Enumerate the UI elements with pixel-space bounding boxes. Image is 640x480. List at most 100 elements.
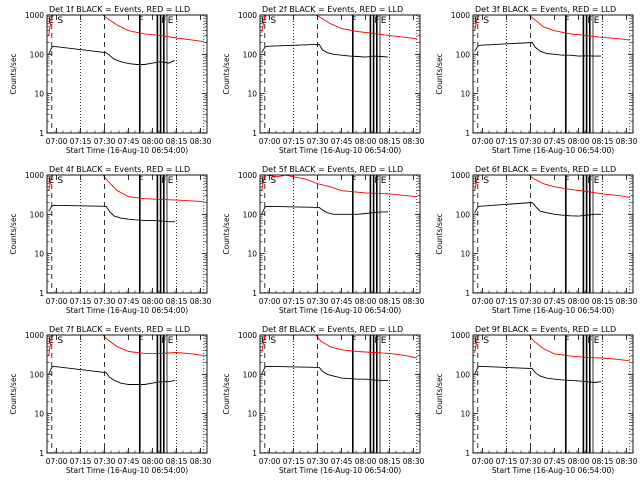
x-tick-label: 08:15 <box>379 137 401 146</box>
x-tick-label: 08:15 <box>166 457 188 466</box>
y-tick-label: 10 <box>247 90 257 99</box>
marker-label: E <box>168 336 174 346</box>
x-tick-label: 07:30 <box>94 137 116 146</box>
marker-label: E <box>594 176 600 186</box>
y-tick-label: 10 <box>247 250 257 259</box>
x-tick-label: 08:15 <box>379 457 401 466</box>
x-tick-label: 08:00 <box>568 297 590 306</box>
y-axis-label: Counts/sec <box>435 53 444 94</box>
marker-label: F <box>564 176 569 186</box>
lld-series-line <box>261 15 417 40</box>
y-tick-label: 1000 <box>238 11 257 20</box>
plot-frame <box>46 174 208 294</box>
marker-label: F <box>138 16 143 26</box>
marker-label: F <box>138 176 143 186</box>
x-tick-label: 07:45 <box>118 297 140 306</box>
x-tick-label: 08:15 <box>592 457 614 466</box>
y-tick-label: 10 <box>34 90 44 99</box>
events-series-line <box>48 365 176 385</box>
x-tick-label: 07:15 <box>70 137 92 146</box>
x-tick-label: 07:45 <box>544 297 566 306</box>
y-tick-label: 1000 <box>451 11 470 20</box>
x-tick-label: 07:30 <box>94 457 116 466</box>
marker-label: F <box>587 176 592 186</box>
events-series-line <box>261 205 388 215</box>
x-tick-label: 08:00 <box>355 457 377 466</box>
y-tick-label: 100 <box>243 210 258 219</box>
marker-label: F <box>161 336 166 346</box>
x-tick-label: 07:30 <box>307 457 329 466</box>
x-tick-label: 07:30 <box>520 297 542 306</box>
marker-label: E <box>381 16 387 26</box>
x-tick-label: 08:00 <box>142 297 164 306</box>
x-tick-label: 07:45 <box>331 297 353 306</box>
marker-label: F <box>374 176 379 186</box>
x-axis-label: Start Time (16-Aug-10 06:54:00) <box>279 466 401 475</box>
y-tick-label: 1 <box>39 129 44 138</box>
y-tick-label: 10 <box>34 410 44 419</box>
events-series-line <box>261 43 389 58</box>
x-axis-label: Start Time (16-Aug-10 06:54:00) <box>492 466 614 475</box>
marker-label: F <box>351 176 356 186</box>
y-axis-label: Counts/sec <box>9 213 18 254</box>
y-tick-label: 100 <box>243 50 258 59</box>
x-tick-label: 08:15 <box>166 297 188 306</box>
plot-frame <box>259 174 421 294</box>
lld-series-line <box>474 15 630 41</box>
lld-series-line <box>48 15 204 43</box>
x-tick-label: 07:45 <box>544 457 566 466</box>
y-axis-label: Counts/sec <box>222 213 231 254</box>
x-tick-label: 08:00 <box>355 297 377 306</box>
plot-frame <box>472 14 634 134</box>
marker-label: E <box>48 176 54 186</box>
x-tick-label: 07:15 <box>70 457 92 466</box>
marker-label: F <box>161 16 166 26</box>
x-tick-label: 07:45 <box>544 137 566 146</box>
x-tick-label: 08:15 <box>379 297 401 306</box>
marker-label: E <box>381 336 387 346</box>
marker-label: S <box>270 16 276 26</box>
x-axis-label: Start Time (16-Aug-10 06:54:00) <box>492 146 614 155</box>
y-axis-label: Counts/sec <box>9 53 18 94</box>
plot-frame <box>259 14 421 134</box>
marker-label: S <box>483 16 489 26</box>
lld-series-line <box>261 335 417 359</box>
x-tick-label: 07:30 <box>307 297 329 306</box>
marker-label: E <box>261 176 267 186</box>
marker-label: F <box>374 336 379 346</box>
lld-series-line <box>48 175 204 203</box>
x-axis-label: Start Time (16-Aug-10 06:54:00) <box>66 466 188 475</box>
x-tick-label: 07:00 <box>472 137 494 146</box>
x-tick-label: 07:45 <box>118 457 140 466</box>
x-tick-label: 07:00 <box>472 457 494 466</box>
marker-label: F <box>587 336 592 346</box>
x-tick-label: 07:00 <box>259 457 281 466</box>
marker-label: E <box>474 16 480 26</box>
x-tick-label: 07:15 <box>70 297 92 306</box>
x-tick-label: 07:15 <box>283 297 305 306</box>
y-tick-label: 1000 <box>238 331 257 340</box>
panel-title: Det 4f BLACK = Events, RED = LLD <box>49 165 190 174</box>
y-axis-label: Counts/sec <box>222 53 231 94</box>
y-tick-label: 1 <box>465 129 470 138</box>
x-tick-label: 07:00 <box>46 457 68 466</box>
marker-label: S <box>57 336 63 346</box>
x-tick-label: 07:15 <box>496 297 518 306</box>
x-tick-label: 07:30 <box>520 457 542 466</box>
x-tick-label: 08:00 <box>355 137 377 146</box>
plot-frame <box>259 334 421 454</box>
y-axis-label: Counts/sec <box>435 213 444 254</box>
y-tick-label: 100 <box>456 370 471 379</box>
marker-label: E <box>168 16 174 26</box>
x-tick-label: 08:30 <box>403 297 425 306</box>
x-axis-label: Start Time (16-Aug-10 06:54:00) <box>492 306 614 315</box>
lld-series-line <box>48 335 204 357</box>
lld-series-line <box>474 175 630 198</box>
x-tick-label: 07:45 <box>331 457 353 466</box>
marker-label: S <box>57 176 63 186</box>
x-tick-label: 07:00 <box>259 297 281 306</box>
lld-series-line <box>474 335 630 362</box>
